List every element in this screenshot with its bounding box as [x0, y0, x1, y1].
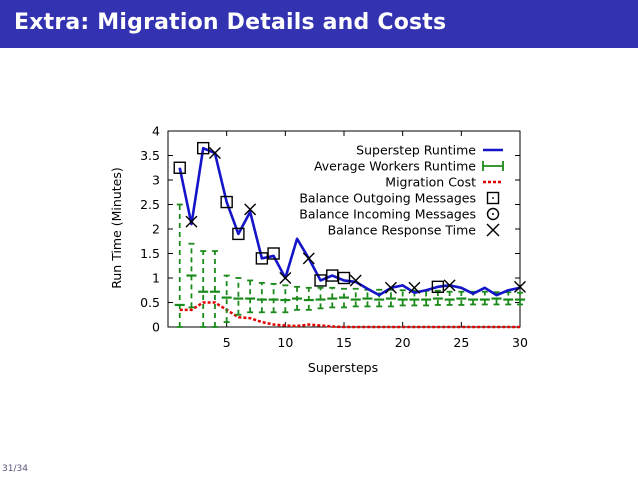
response-time-marker: [514, 280, 526, 293]
outgoing-messages-marker: [196, 141, 210, 155]
response-time-marker: [185, 215, 198, 228]
legend-swatch: [486, 191, 500, 205]
migration-cost-line: [179, 301, 520, 329]
legend-swatch: [492, 213, 494, 215]
y-axis-label: Run Time (Minutes): [109, 167, 124, 288]
average-workers-runtime-series: [174, 203, 525, 328]
x-tick-label: 10: [277, 335, 293, 350]
y-tick-label: 2: [152, 222, 160, 237]
slide-title: Extra: Migration Details and Costs: [14, 10, 447, 35]
x-tick-label: 5: [223, 335, 231, 350]
outgoing-messages-marker: [326, 269, 339, 282]
legend-label: Migration Cost: [385, 175, 476, 190]
x-tick-label: 25: [453, 335, 469, 350]
y-tick-label: 3: [152, 173, 160, 188]
outgoing-messages-marker: [314, 274, 327, 287]
y-tick-label: 1.5: [140, 246, 160, 261]
outgoing-messages-marker: [173, 161, 186, 174]
legend-label: Superstep Runtime: [356, 143, 476, 158]
legend-label: Balance Response Time: [328, 223, 477, 238]
outgoing-messages-marker: [431, 280, 445, 294]
x-tick-label: 15: [336, 335, 352, 350]
y-tick-label: 0: [152, 320, 160, 335]
response-time-marker: [384, 281, 397, 294]
response-time-marker: [443, 279, 456, 292]
y-axis-ticks: 0 0.5 1 1.5 2 2.5 3 3.5 4: [140, 124, 520, 335]
response-time-marker: [244, 203, 257, 216]
title-bar: Extra: Migration Details and Costs: [0, 0, 638, 48]
response-time-marker: [408, 281, 421, 294]
legend-swatch: [492, 197, 494, 199]
x-axis-ticks: 5 10 15 20 25 30: [223, 131, 528, 350]
y-tick-label: 2.5: [140, 197, 160, 212]
legend-label: Balance Incoming Messages: [299, 207, 476, 222]
outgoing-messages-marker: [255, 252, 269, 265]
outgoing-messages-marker: [232, 227, 245, 241]
y-tick-label: 0.5: [140, 295, 160, 310]
response-time-marker: [279, 272, 292, 284]
response-time-marker: [349, 274, 362, 287]
y-tick-label: 3.5: [140, 148, 160, 163]
y-tick-label: 4: [152, 124, 160, 139]
legend-label: Balance Outgoing Messages: [299, 191, 476, 206]
outgoing-messages-marker: [337, 271, 351, 285]
legend-swatch: [486, 223, 500, 237]
response-time-marker: [302, 252, 315, 265]
legend-label: Average Workers Runtime: [314, 159, 476, 174]
y-tick-label: 1: [152, 271, 160, 286]
series-layer: [173, 141, 526, 329]
page-number: 31/34: [2, 464, 28, 474]
outgoing-messages-marker: [220, 195, 233, 209]
x-tick-label: 20: [395, 335, 411, 350]
legend-swatch: [486, 207, 500, 221]
x-tick-label: 30: [512, 335, 528, 350]
response-time-marker: [208, 147, 221, 160]
x-axis-label: Supersteps: [308, 360, 378, 375]
outgoing-messages-marker: [267, 247, 280, 260]
